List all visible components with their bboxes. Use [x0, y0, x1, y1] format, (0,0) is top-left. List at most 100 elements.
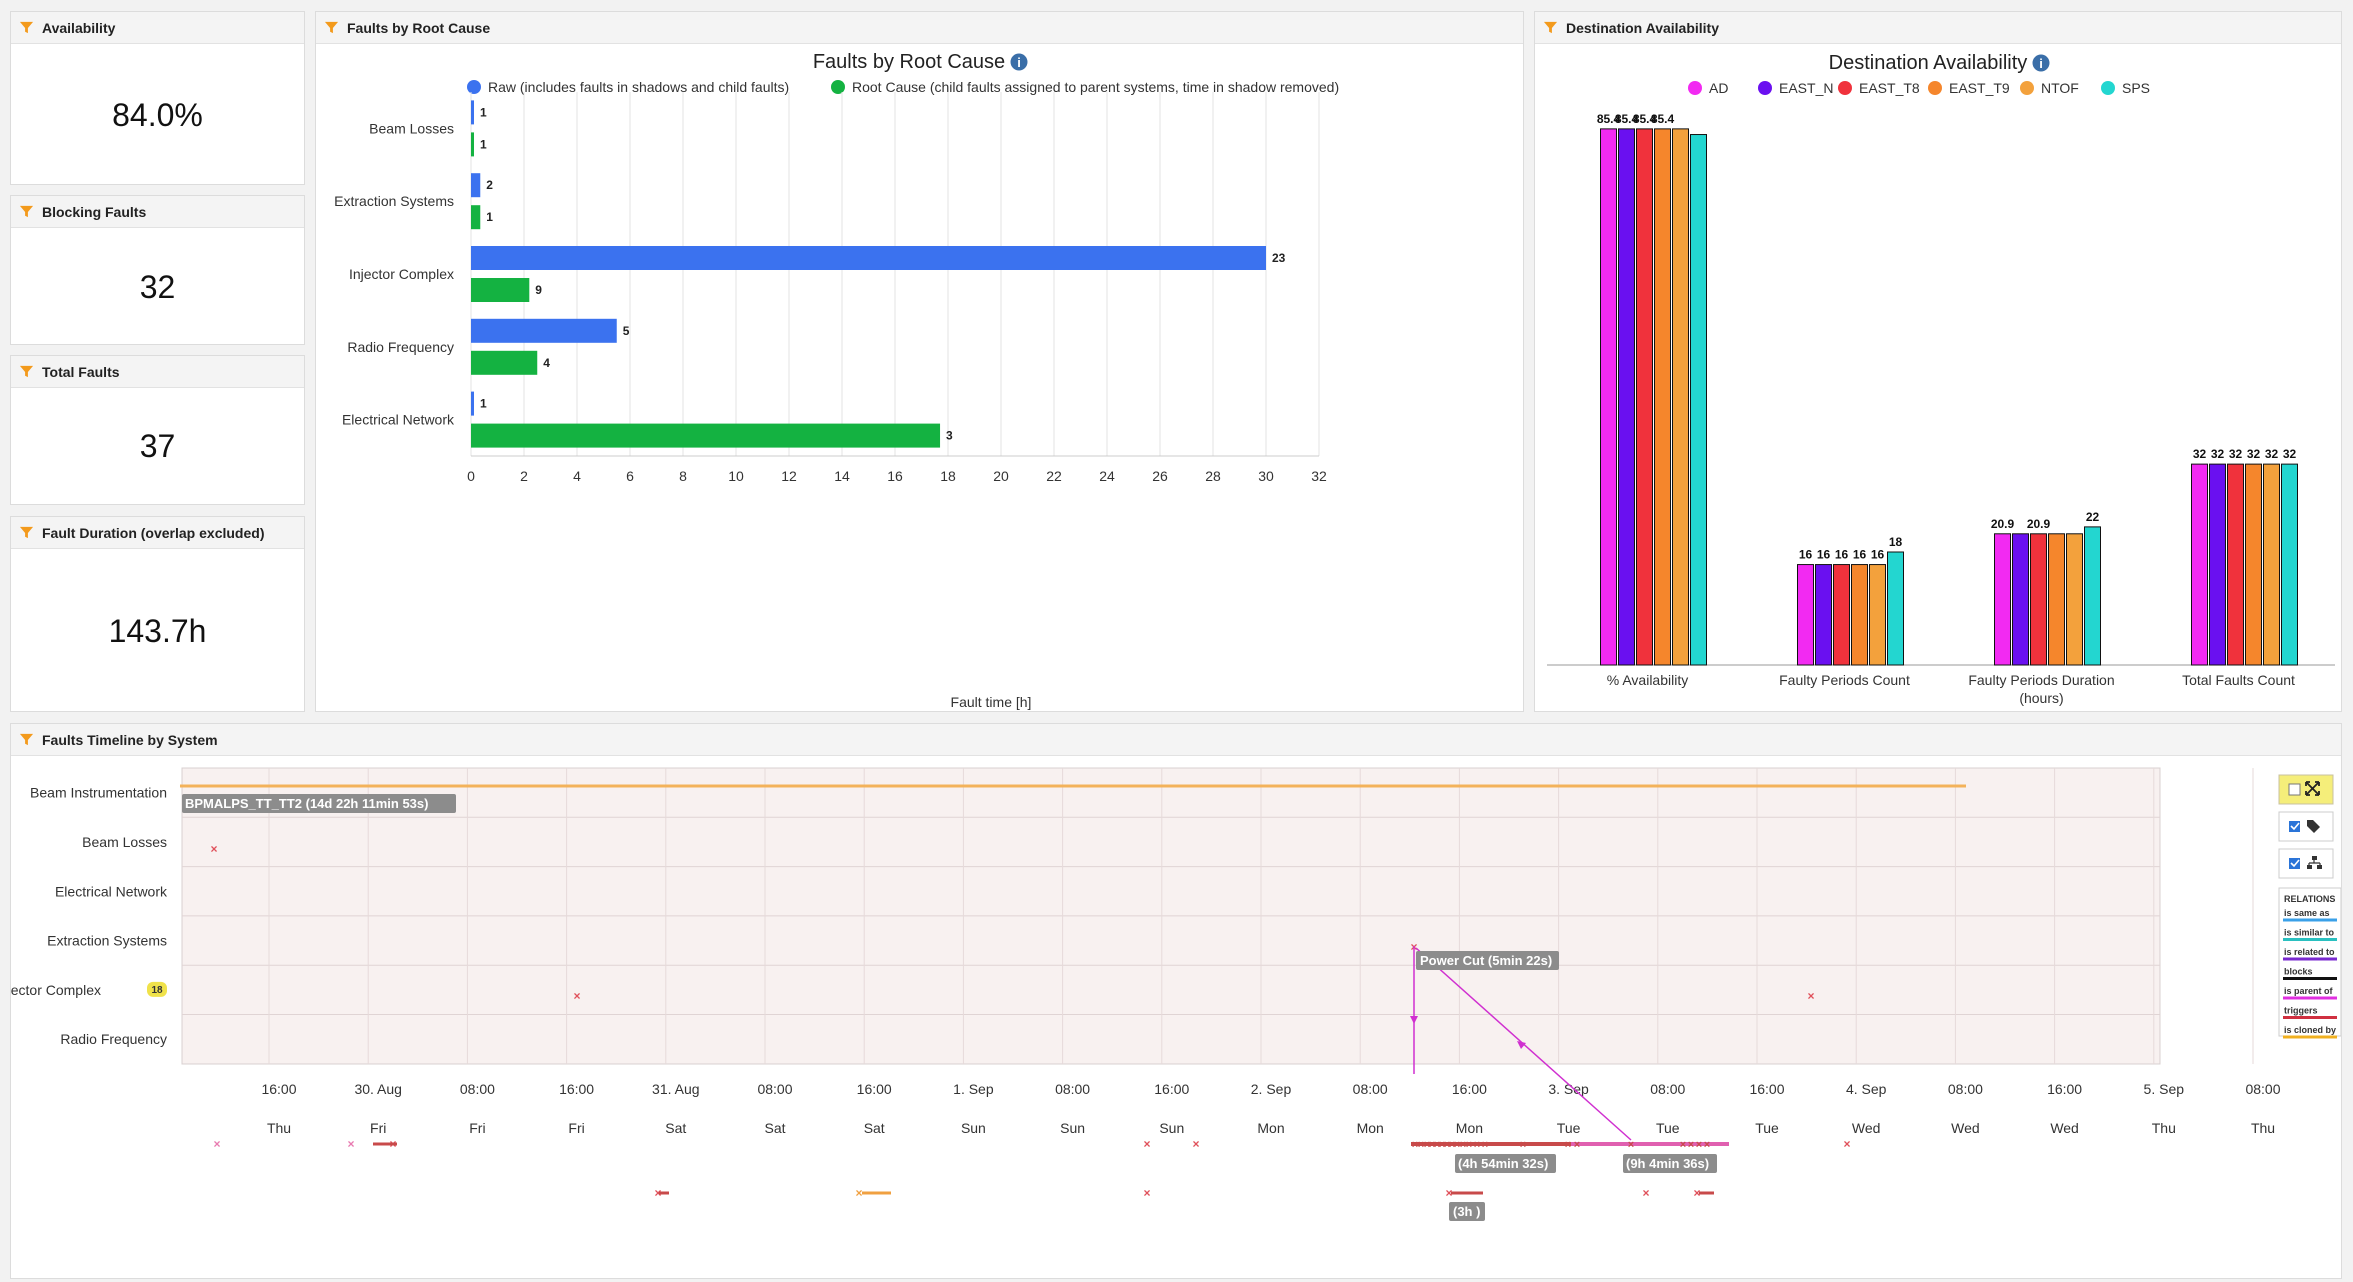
bar-east_t9[interactable]	[2245, 463, 2262, 666]
fault-marker[interactable]: ×	[1454, 1139, 1460, 1151]
bar-sps[interactable]	[1690, 134, 1707, 666]
fault-marker[interactable]: ×	[1807, 989, 1814, 1003]
fault-label-bpmalps[interactable]: BPMALPS_TT_TT2 (14d 22h 11min 53s)	[182, 794, 456, 813]
fault-marker[interactable]: ×	[1424, 1139, 1430, 1151]
fault-label-duration[interactable]: (3h )	[1449, 1202, 1485, 1221]
filter-icon[interactable]	[324, 20, 339, 35]
filter-icon[interactable]	[19, 20, 34, 35]
fault-marker[interactable]: ×	[1460, 1139, 1466, 1151]
fault-marker[interactable]: ×	[1474, 1139, 1480, 1151]
bar-raw[interactable]	[471, 246, 1266, 270]
legend-item[interactable]: NTOF	[2020, 80, 2079, 96]
fault-marker[interactable]: ×	[1412, 1139, 1418, 1151]
toggle-labels[interactable]	[2278, 811, 2334, 842]
bar-east_t9[interactable]	[1851, 564, 1868, 666]
fault-marker[interactable]: ×	[1574, 1139, 1580, 1151]
fault-marker[interactable]: ×	[1434, 1139, 1440, 1151]
bar-east_n[interactable]	[1815, 564, 1832, 666]
fault-marker[interactable]: ×	[1143, 1186, 1150, 1200]
fault-marker[interactable]: ×	[1565, 1139, 1571, 1151]
fault-marker[interactable]: ×	[1482, 1139, 1488, 1151]
bar-east_n[interactable]	[2012, 533, 2029, 666]
fault-marker[interactable]: ×	[213, 1137, 220, 1151]
bar-raw[interactable]	[471, 173, 481, 198]
bar-ntof[interactable]	[1672, 128, 1689, 666]
bar-raw[interactable]	[471, 100, 474, 125]
legend-item[interactable]: AD	[1688, 80, 1728, 96]
fault-marker[interactable]: ×	[1418, 1139, 1424, 1151]
fault-marker[interactable]: ×	[1642, 1186, 1649, 1200]
fault-marker[interactable]: ×	[1688, 1139, 1694, 1151]
filter-icon[interactable]	[19, 525, 34, 540]
bar-ad[interactable]	[1994, 533, 2011, 666]
fault-marker[interactable]: ×	[573, 989, 580, 1003]
fault-marker[interactable]: ×	[1444, 1139, 1450, 1151]
bar-raw[interactable]	[471, 391, 474, 416]
fault-markers[interactable]: × × × × × × × × × × × × × × × ×	[210, 842, 1850, 1200]
legend-item[interactable]: SPS	[2101, 80, 2150, 96]
bar-east_t8[interactable]	[2227, 463, 2244, 666]
fault-marker[interactable]: ×	[1445, 1186, 1452, 1200]
fault-label-duration[interactable]: (9h 4min 36s)	[1623, 1154, 1717, 1173]
bar-sps[interactable]	[1887, 551, 1904, 666]
bar-east_t8[interactable]	[2030, 533, 2047, 666]
bar-ntof[interactable]	[2066, 533, 2083, 666]
bar-root-cause[interactable]	[471, 423, 941, 448]
bar-ad[interactable]	[2191, 463, 2208, 666]
filter-icon[interactable]	[19, 204, 34, 219]
fault-marker[interactable]: ×	[347, 1137, 354, 1151]
total-faults-value: 37	[139, 428, 176, 464]
time-tick-label: 08:00	[1353, 1081, 1388, 1097]
fault-marker[interactable]: ×	[1680, 1139, 1686, 1151]
fault-marker[interactable]: ×	[1520, 1139, 1526, 1151]
fault-marker[interactable]: ×	[1696, 1139, 1702, 1151]
fault-marker[interactable]: ×	[1449, 1139, 1455, 1151]
bar-east_t9[interactable]	[1654, 128, 1671, 666]
bar-east_n[interactable]	[1618, 128, 1635, 666]
filter-icon[interactable]	[19, 732, 34, 747]
info-icon[interactable]: i	[1010, 53, 1028, 71]
legend-item-raw[interactable]: Raw (includes faults in shadows and chil…	[467, 79, 789, 95]
fault-marker[interactable]: ×	[1843, 1137, 1850, 1151]
day-tick-label: Mon	[1456, 1120, 1483, 1136]
info-icon[interactable]: i	[2032, 54, 2050, 72]
toggle-hierarchy[interactable]	[2278, 848, 2334, 879]
bar-root-cause[interactable]	[471, 350, 538, 375]
fault-marker[interactable]: ×	[1439, 1139, 1445, 1151]
bar-east_t8[interactable]	[1833, 564, 1850, 666]
fault-marker[interactable]: ×	[1429, 1139, 1435, 1151]
fault-marker[interactable]: ×	[855, 1186, 862, 1200]
bar-root-cause[interactable]	[471, 132, 474, 157]
legend-label: AD	[1709, 80, 1728, 96]
bar-root-cause[interactable]	[471, 278, 530, 302]
fault-label-duration[interactable]: (4h 54min 32s)	[1455, 1154, 1556, 1173]
fault-marker[interactable]: ×	[1693, 1186, 1700, 1200]
fault-marker[interactable]: ×	[1143, 1137, 1150, 1151]
x-tick-label: 28	[1205, 468, 1221, 484]
fault-marker[interactable]: ×	[1704, 1139, 1710, 1151]
bar-east_t8[interactable]	[1636, 128, 1653, 666]
fault-label-power-cut[interactable]: Power Cut (5min 22s)	[1416, 951, 1559, 970]
legend-item-root-cause[interactable]: Root Cause (child faults assigned to par…	[831, 79, 1339, 95]
bar-sps[interactable]	[2281, 463, 2298, 666]
toggle-fullscreen[interactable]	[2278, 774, 2334, 805]
filter-icon[interactable]	[19, 364, 34, 379]
fault-marker[interactable]: ×	[1628, 1139, 1634, 1151]
filter-icon[interactable]	[1543, 20, 1558, 35]
fault-marker[interactable]: ×	[1192, 1137, 1199, 1151]
legend-item[interactable]: EAST_T9	[1928, 80, 2010, 96]
bar-sps[interactable]	[2084, 526, 2101, 666]
bar-east_t9[interactable]	[2048, 533, 2065, 666]
bar-root-cause[interactable]	[471, 205, 481, 230]
bar-east_n[interactable]	[2209, 463, 2226, 666]
bar-ad[interactable]	[1797, 564, 1814, 666]
legend-item[interactable]: EAST_N	[1758, 80, 1833, 96]
fault-marker[interactable]: ×	[654, 1186, 661, 1200]
bar-raw[interactable]	[471, 318, 617, 343]
bar-ntof[interactable]	[2263, 463, 2280, 666]
fault-marker[interactable]: ×	[210, 842, 217, 856]
bar-ad[interactable]	[1600, 128, 1617, 666]
bar-ntof[interactable]	[1869, 564, 1886, 666]
fault-marker[interactable]: ×	[1466, 1139, 1472, 1151]
legend-item[interactable]: EAST_T8	[1838, 80, 1920, 96]
